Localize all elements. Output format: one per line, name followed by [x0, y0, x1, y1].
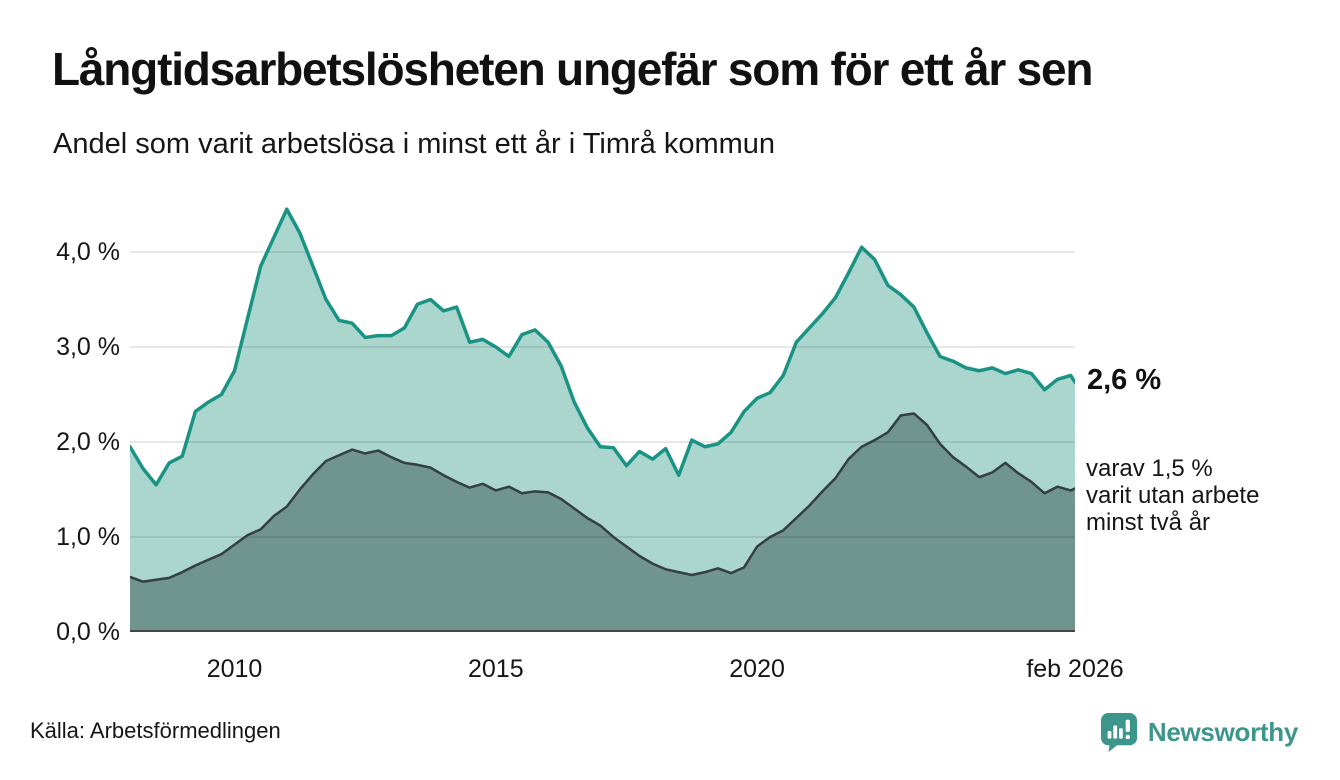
annotation-line: varit utan arbete [1086, 481, 1260, 509]
x-tick-label: feb 2026 [1026, 655, 1124, 683]
newsworthy-wordmark: Newsworthy [1147, 716, 1298, 747]
newsworthy-logo-icon [1100, 712, 1138, 752]
page-subtitle: Andel som varit arbetslösa i minst ett å… [53, 128, 776, 160]
y-tick-label: 0,0 % [56, 618, 120, 646]
y-tick-label: 2,0 % [56, 427, 120, 456]
x-tick-label: 2010 [206, 655, 263, 683]
y-tick-label: 1,0 % [56, 522, 120, 551]
plot-area [128, 200, 1077, 632]
x-tick-label: 2020 [729, 655, 785, 683]
y-tick-label: 4,0 % [56, 237, 120, 266]
y-tick-label: 3,0 % [56, 332, 120, 361]
newsworthy-brand: Newsworthy [1100, 712, 1298, 752]
inner-series-annotation: varav 1,5 % varit utan arbete minst två år [1086, 455, 1259, 536]
x-tick-label: 2015 [468, 655, 524, 683]
page-title: Långtidsarbetslösheten ungefär som för e… [52, 43, 1094, 95]
latest-value-label: 2,6 % [1087, 364, 1162, 397]
source-note: Källa: Arbetsförmedlingen [30, 718, 281, 743]
annotation-line: minst två år [1086, 508, 1211, 536]
annotation-line: varav 1,5 % [1086, 454, 1213, 482]
area-chart-svg [128, 207, 1077, 632]
